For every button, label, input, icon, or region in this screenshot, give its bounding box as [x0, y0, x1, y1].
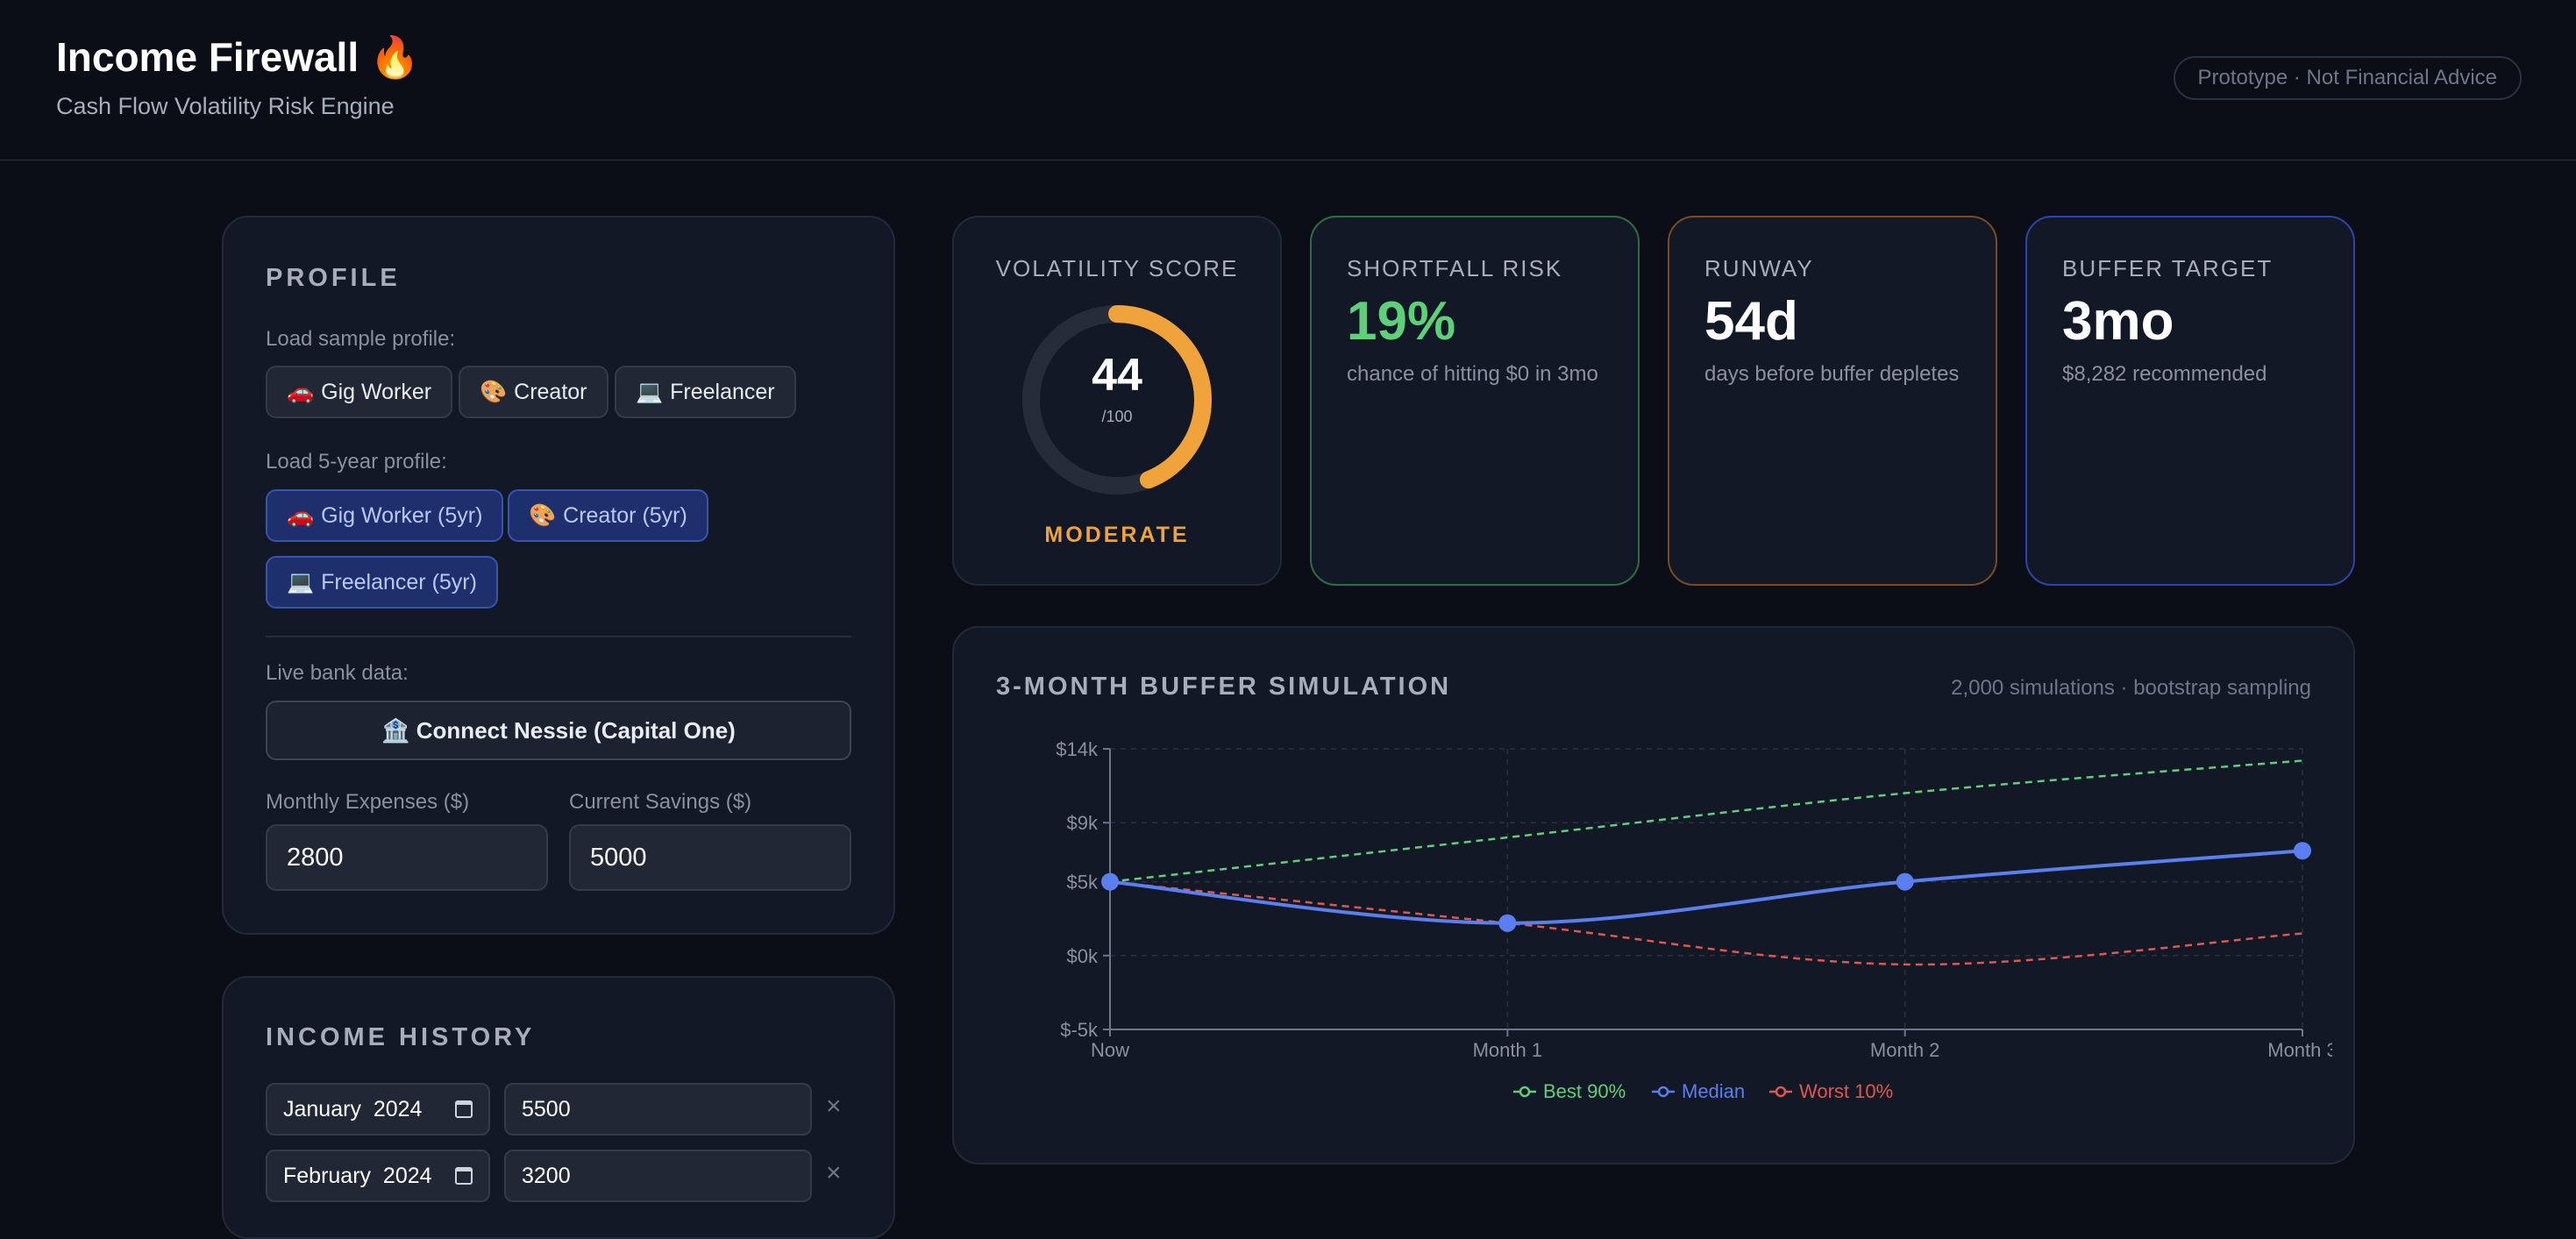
- runway-label: RUNWAY: [1704, 255, 1814, 281]
- runway-value: 54d: [1704, 291, 1798, 352]
- shortfall-risk-label: SHORTFALL RISK: [1347, 255, 1563, 281]
- data-point-median: [1896, 872, 1914, 891]
- sample-profile-label: Load sample profile:: [266, 327, 456, 351]
- monthly-expenses-label: Monthly Expenses ($): [266, 790, 470, 814]
- five-year-freelancer-button[interactable]: 💻 Freelancer (5yr): [266, 556, 498, 609]
- remove-row-icon[interactable]: ×: [826, 1158, 842, 1187]
- button-label: Creator: [514, 380, 587, 404]
- five-year-profile-label: Load 5-year profile:: [266, 450, 447, 474]
- gauge-fill: [1022, 305, 1212, 495]
- data-point-median: [1498, 914, 1517, 932]
- buffer-target-card: [2025, 216, 2355, 586]
- series-line-worst-10: [1109, 880, 2303, 966]
- legend-marker: [1775, 1086, 1787, 1098]
- button-label: Gig Worker (5yr): [321, 503, 483, 528]
- button-label: Gig Worker: [321, 380, 432, 404]
- income-amount-input[interactable]: 3200: [504, 1150, 812, 1202]
- series-line-best-90: [1109, 759, 2303, 883]
- income-month-input[interactable]: February 2024: [266, 1150, 490, 1202]
- x-tick-label: Now: [1091, 1039, 1129, 1061]
- volatility-gauge: [1022, 305, 1212, 495]
- top-bar: Income Firewall 🔥 Cash Flow Volatility R…: [0, 0, 2576, 160]
- bank-icon: 🏦: [381, 717, 410, 744]
- calendar-icon[interactable]: [455, 1167, 473, 1185]
- income-month-input[interactable]: January 2024: [266, 1083, 490, 1136]
- y-tick-label: $9k: [1067, 812, 1099, 834]
- laptop-icon: 💻: [636, 380, 664, 404]
- legend-marker: [1657, 1086, 1669, 1098]
- data-point-median: [2294, 842, 2311, 860]
- profile-heading: PROFILE: [266, 264, 401, 292]
- shortfall-risk-value: 19%: [1347, 291, 1456, 352]
- sample-freelancer-button[interactable]: 💻 Freelancer: [615, 366, 796, 418]
- simulation-card: [952, 626, 2355, 1164]
- shortfall-risk-desc: chance of hitting $0 in 3mo: [1347, 362, 1598, 386]
- profile-divider: [266, 636, 851, 637]
- income-history-heading: INCOME HISTORY: [266, 1023, 536, 1051]
- legend-label: Median: [1682, 1080, 1745, 1102]
- runway-card: [1668, 216, 1997, 586]
- buffer-target-label: BUFFER TARGET: [2062, 255, 2274, 281]
- button-label: Freelancer: [670, 380, 775, 404]
- volatility-level: MODERATE: [1044, 523, 1190, 547]
- simulation-heading: 3-MONTH BUFFER SIMULATION: [996, 673, 1452, 701]
- five-year-creator-button[interactable]: 🎨 Creator (5yr): [508, 489, 708, 542]
- connect-nessie-button[interactable]: 🏦 Connect Nessie (Capital One): [266, 701, 851, 760]
- current-savings-input[interactable]: 5000: [569, 824, 851, 891]
- button-label: Freelancer (5yr): [321, 570, 477, 595]
- remove-row-icon[interactable]: ×: [826, 1092, 842, 1121]
- volatility-score-label: VOLATILITY SCORE: [995, 255, 1239, 281]
- simulation-chart: $-5k $0k $5k $9k $14k Now Month 1 Month 2 Month …: [1056, 738, 2332, 1102]
- app-title-text: Income Firewall: [56, 34, 359, 80]
- sample-gig-worker-button[interactable]: 🚗 Gig Worker: [266, 366, 453, 418]
- legend-label: Worst 10%: [1799, 1080, 1893, 1102]
- buffer-target-desc: $8,282 recommended: [2062, 362, 2267, 386]
- y-tick-label: $5k: [1067, 872, 1099, 894]
- income-amount-input[interactable]: 5500: [504, 1083, 812, 1136]
- shortfall-risk-card: [1310, 216, 1640, 586]
- x-tick-label: Month 1: [1473, 1039, 1543, 1061]
- y-tick-label: $0k: [1067, 945, 1099, 967]
- series-line-median: [1109, 849, 2303, 925]
- runway-desc: days before buffer depletes: [1704, 362, 1960, 386]
- y-tick-label: $-5k: [1060, 1019, 1099, 1041]
- bank-data-label: Live bank data:: [266, 661, 409, 685]
- app-subtitle: Cash Flow Volatility Risk Engine: [56, 93, 395, 119]
- car-icon: 🚗: [287, 503, 315, 528]
- y-tick-label: $14k: [1056, 738, 1099, 760]
- palette-icon: 🎨: [529, 503, 557, 528]
- legend-label: Best 90%: [1543, 1080, 1626, 1102]
- fire-icon: 🔥: [369, 34, 421, 80]
- prototype-badge: Prototype · Not Financial Advice: [2173, 56, 2522, 100]
- app-title: Income Firewall 🔥: [56, 33, 420, 82]
- volatility-score-value: 44: [1092, 350, 1142, 401]
- palette-icon: 🎨: [480, 380, 508, 404]
- monthly-expenses-input[interactable]: 2800: [266, 824, 548, 891]
- five-year-gig-worker-button[interactable]: 🚗 Gig Worker (5yr): [266, 489, 504, 542]
- month-value: February 2024: [283, 1164, 432, 1188]
- data-point-median: [1101, 872, 1119, 891]
- current-savings-label: Current Savings ($): [569, 790, 752, 814]
- car-icon: 🚗: [287, 380, 315, 404]
- laptop-icon: 💻: [287, 570, 315, 595]
- sample-creator-button[interactable]: 🎨 Creator: [459, 366, 608, 418]
- buffer-target-value: 3mo: [2062, 291, 2174, 352]
- volatility-score-max: /100: [1101, 408, 1133, 425]
- simulation-note: 2,000 simulations · bootstrap sampling: [1951, 676, 2311, 700]
- legend-marker: [1519, 1086, 1531, 1098]
- month-value: January 2024: [283, 1097, 423, 1122]
- volatility-score-card: [952, 216, 1282, 586]
- x-tick-label: Month 2: [1870, 1039, 1940, 1061]
- button-label: Creator (5yr): [563, 503, 687, 528]
- x-tick-label: Month 3: [2267, 1039, 2332, 1061]
- button-label: Connect Nessie (Capital One): [416, 717, 736, 744]
- calendar-icon[interactable]: [455, 1100, 473, 1118]
